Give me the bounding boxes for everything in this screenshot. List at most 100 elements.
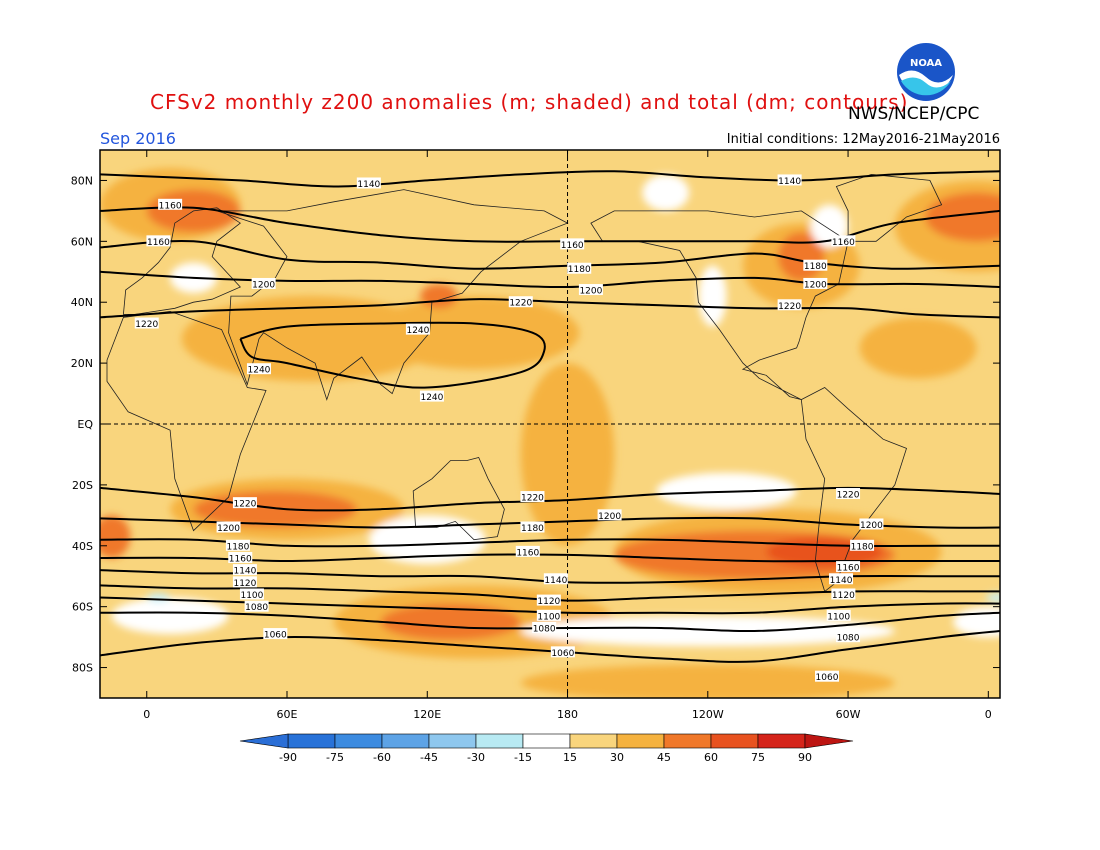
contour-label: 1140 <box>356 177 381 190</box>
contour-label-text: 1200 <box>860 521 883 531</box>
contour-label-text: 1180 <box>226 542 249 552</box>
coastline-europe <box>122 207 241 315</box>
contour-label: 1160 <box>228 551 253 564</box>
lat-tick-label: 60N <box>71 235 93 248</box>
contour-label: 1180 <box>803 259 828 272</box>
contour-1220 <box>100 298 1000 319</box>
anomaly-patch <box>111 597 229 635</box>
contour-label: 1140 <box>777 174 802 187</box>
contour-label-text: 1120 <box>537 597 560 607</box>
lon-tick-label: 180 <box>557 708 578 721</box>
lat-tick-label: 80S <box>72 662 93 675</box>
colorbar-arrow-left <box>239 733 289 749</box>
contour-label: 1100 <box>239 588 264 601</box>
contour-label-text: 1060 <box>264 631 287 641</box>
anomaly-patch <box>368 296 580 370</box>
contour-label-text: 1160 <box>516 548 539 558</box>
contour-label: 1200 <box>578 284 603 297</box>
contour-label-text: 1160 <box>147 238 170 248</box>
anomaly-patch <box>859 317 977 379</box>
coastline-australia <box>412 457 505 541</box>
contour-label-text: 1080 <box>245 603 268 613</box>
coastline-greenland <box>835 173 943 242</box>
contour-label: 1120 <box>232 576 257 589</box>
contour-label-box <box>228 551 253 563</box>
lon-tick-label: 0 <box>143 708 150 721</box>
colorbar-box <box>663 733 712 749</box>
contour-label: 1200 <box>859 518 884 531</box>
contour-label-box <box>777 299 802 311</box>
colorbar-label: 75 <box>751 751 765 764</box>
contour-label-text: 1140 <box>357 180 380 190</box>
contour-label-box <box>560 238 585 250</box>
contour-label-box <box>158 198 183 210</box>
lat-tick-label: 40S <box>72 540 93 553</box>
contour-label-text: 1100 <box>537 612 560 622</box>
contour-label: 1200 <box>216 521 241 534</box>
contour-1140 <box>100 170 1000 188</box>
colorbar-label: 30 <box>610 751 624 764</box>
contour-label-box <box>146 235 171 247</box>
lat-tick-label: 20S <box>72 479 93 492</box>
contour-label-box <box>831 235 856 247</box>
contour-1120 <box>100 584 1000 602</box>
anomaly-patch <box>642 174 690 211</box>
anomaly-patch <box>380 603 521 641</box>
month-label: Sep 2016 <box>100 129 176 148</box>
lat-tick-label: 60S <box>72 601 93 614</box>
anomaly-patch <box>520 615 895 647</box>
coastline-north-america <box>590 210 849 400</box>
contour-label-text: 1220 <box>837 491 860 501</box>
contour-label-box <box>597 509 622 521</box>
contour-label: 1240 <box>419 390 444 403</box>
contour-label-text: 1180 <box>521 524 544 534</box>
anomaly-patch <box>925 192 1000 242</box>
colorbar-box <box>710 733 759 749</box>
contour-1160 <box>100 553 1000 563</box>
contour-label: 1180 <box>225 539 250 552</box>
contour-label-box <box>578 284 603 296</box>
contour-label-text: 1240 <box>248 366 271 376</box>
contour-label-box <box>263 628 288 640</box>
contour-label: 1080 <box>532 621 557 634</box>
contour-label: 1200 <box>803 277 828 290</box>
contour-1240 <box>239 321 546 389</box>
contour-label-text: 1140 <box>778 177 801 187</box>
lat-tick-label: EQ <box>77 418 93 431</box>
lon-tick-label: 0 <box>985 708 992 721</box>
coastline-africa <box>106 310 267 532</box>
chart-title: CFSv2 monthly z200 anomalies (m; shaded)… <box>150 90 909 114</box>
contour-label-box <box>419 390 444 402</box>
contour-label-box <box>134 317 159 329</box>
contour-label-box <box>232 576 257 588</box>
lon-tick-label: 60E <box>277 708 298 721</box>
contour-label-text: 1160 <box>561 241 584 251</box>
contour-label-text: 1200 <box>579 287 602 297</box>
colorbar-box <box>428 733 477 749</box>
contour-label-text: 1200 <box>804 280 827 290</box>
contour-label-box <box>405 323 430 335</box>
colorbar-box <box>334 733 383 749</box>
colorbar-label: -90 <box>279 751 297 764</box>
contour-label: 1120 <box>536 594 561 607</box>
contour-label: 1220 <box>520 491 545 504</box>
contour-label-box <box>859 518 884 530</box>
contour-label-box <box>567 262 592 274</box>
contour-label-box <box>225 539 250 551</box>
contour-label-box <box>831 588 856 600</box>
colorbar-label: -30 <box>467 751 485 764</box>
contour-label: 1160 <box>515 545 540 558</box>
lat-tick-label: 40N <box>71 296 93 309</box>
contour-labels: 1160 1140 1140 1160 1160 1160 1180 1180 1200 1200… <box>134 174 884 683</box>
contour-label: 1160 <box>146 235 171 248</box>
colorbar-arrow-right <box>804 733 854 749</box>
contour-label-box <box>543 573 568 585</box>
contour-label-box <box>826 609 851 621</box>
contour-label: 1080 <box>244 600 269 613</box>
contour-label-box <box>216 521 241 533</box>
contour-label-box <box>836 631 861 643</box>
contour-label-text: 1060 <box>551 649 574 659</box>
coastlines <box>106 173 943 593</box>
contour-label-box <box>532 621 557 633</box>
contour-label: 1220 <box>777 299 802 312</box>
